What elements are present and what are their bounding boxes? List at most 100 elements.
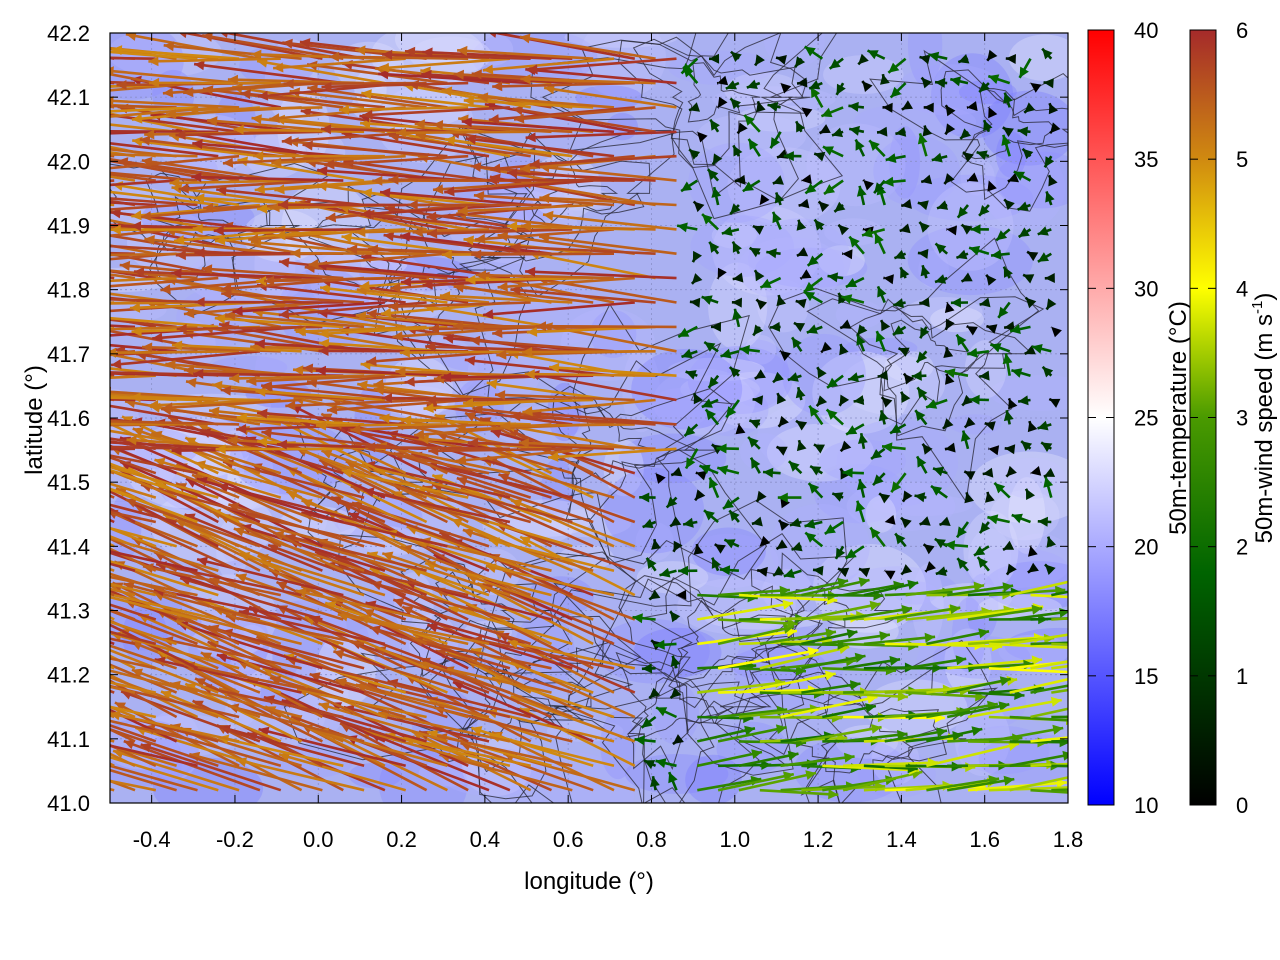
- wind-vector-shaft: [946, 703, 1010, 719]
- wind-vector-head: [85, 388, 95, 398]
- wind-vector-head: [990, 343, 1002, 353]
- wind-vector-shaft: [110, 779, 157, 792]
- wind-vector-head: [1003, 92, 1013, 104]
- temperature-patch: [916, 634, 978, 693]
- wind-vector-head: [795, 298, 807, 309]
- wind-vector-head: [962, 394, 973, 406]
- wind-vector-shaft: [967, 607, 1043, 621]
- wind-vector-shaft: [178, 33, 323, 60]
- wind-vector-head: [71, 396, 82, 406]
- wind-vector-shaft: [395, 130, 531, 135]
- wind-vector-shaft: [110, 203, 115, 207]
- wind-vector-head: [197, 556, 208, 567]
- wind-vector-shaft: [233, 128, 365, 134]
- wind-vector-head: [402, 606, 414, 616]
- wind-vector-shaft: [110, 445, 198, 451]
- wind-vector-head: [548, 451, 559, 462]
- wind-vector-head: [23, 200, 34, 210]
- wind-vector-head: [3, 452, 14, 461]
- wind-vector-head: [760, 278, 772, 288]
- wind-vector-head: [775, 724, 787, 735]
- wind-vector-head: [935, 566, 947, 576]
- wind-vector-shaft: [379, 190, 531, 207]
- wind-vector-head: [195, 678, 207, 688]
- wind-vector-head: [863, 179, 874, 191]
- wind-vector-head: [214, 235, 226, 246]
- wind-vector-head: [656, 707, 668, 717]
- wind-vector-head: [996, 230, 1008, 241]
- wind-vector-head: [90, 313, 100, 323]
- wind-vector-head: [849, 680, 861, 690]
- wind-vector-head: [778, 415, 789, 427]
- wind-colorbar-tick-label: 0: [1236, 793, 1248, 818]
- wind-vector-head: [749, 247, 761, 258]
- wind-vector-head: [774, 192, 785, 204]
- wind-vector-head: [803, 281, 815, 292]
- wind-vector-head: [783, 568, 795, 579]
- wind-vector-shaft: [110, 197, 198, 207]
- temperature-patch: [757, 279, 809, 333]
- wind-vector-head: [61, 707, 72, 717]
- wind-vector-head: [900, 267, 910, 279]
- wind-vector-head: [355, 227, 366, 238]
- wind-vector-head: [754, 369, 766, 379]
- wind-vector-head: [709, 53, 720, 64]
- wind-vector-head: [69, 392, 79, 402]
- wind-vector-head: [163, 41, 175, 52]
- wind-vector-head: [877, 126, 888, 137]
- wind-vector-head: [1042, 366, 1054, 378]
- wind-vector-shaft: [188, 106, 323, 112]
- wind-vector-shaft: [1030, 684, 1068, 694]
- wind-vector-shaft: [476, 581, 594, 646]
- temperature-colorbar-tick-label: 15: [1134, 664, 1158, 689]
- y-tick-label: 41.8: [47, 278, 90, 303]
- contour-line: [750, 552, 911, 681]
- wind-vector-head: [13, 497, 24, 506]
- wind-vector-head: [87, 331, 97, 341]
- wind-vector-head: [1008, 741, 1019, 751]
- wind-vector-head: [91, 587, 102, 597]
- wind-vector-shaft: [435, 649, 573, 694]
- wind-vector-shaft: [110, 454, 198, 475]
- wind-vector-head: [825, 628, 836, 639]
- y-axis-label: latitude (°): [21, 365, 48, 475]
- wind-vector-head: [917, 387, 928, 399]
- wind-vector-shaft: [905, 657, 967, 670]
- wind-vector-head: [500, 420, 511, 431]
- wind-vector-head: [339, 104, 349, 115]
- wind-vector-head: [994, 482, 1006, 494]
- wind-vector-shaft: [162, 398, 302, 410]
- wind-vector-head: [188, 104, 199, 115]
- wind-vector-shaft: [1030, 593, 1068, 599]
- x-tick-label: 1.4: [886, 827, 917, 852]
- wind-vector-head: [724, 539, 736, 549]
- y-tick-label: 42.1: [47, 85, 90, 110]
- wind-vector-head: [1019, 66, 1029, 78]
- wind-vector-head: [213, 225, 224, 236]
- wind-vector-shaft: [110, 465, 219, 499]
- wind-vector-head: [988, 445, 1000, 456]
- wind-vector-head: [390, 282, 401, 293]
- wind-vector-head: [47, 638, 58, 647]
- wind-vector-shaft: [538, 235, 677, 255]
- wind-vector-head: [19, 636, 30, 646]
- wind-vector-head: [632, 613, 643, 624]
- wind-vector-head: [1031, 344, 1043, 354]
- wind-vector-head: [888, 62, 900, 73]
- wind-vector-shaft: [140, 483, 282, 524]
- wind-vector-head: [877, 370, 889, 381]
- wind-vector-head: [789, 517, 801, 528]
- wind-vector-head: [704, 342, 716, 352]
- wind-vector-shaft: [360, 121, 490, 134]
- wind-vector-head: [945, 123, 956, 135]
- wind-vector-shaft: [697, 750, 763, 768]
- temperature-patch: [603, 467, 705, 554]
- wind-vector-shaft: [324, 562, 469, 597]
- wind-vector-shaft: [717, 772, 795, 792]
- wind-vector-shaft: [183, 301, 323, 316]
- wind-vector-head: [110, 710, 121, 721]
- wind-vector-head: [855, 500, 866, 512]
- wind-vector-head: [80, 702, 91, 712]
- wind-vector-head: [1133, 653, 1144, 663]
- wind-vector-head: [800, 269, 812, 279]
